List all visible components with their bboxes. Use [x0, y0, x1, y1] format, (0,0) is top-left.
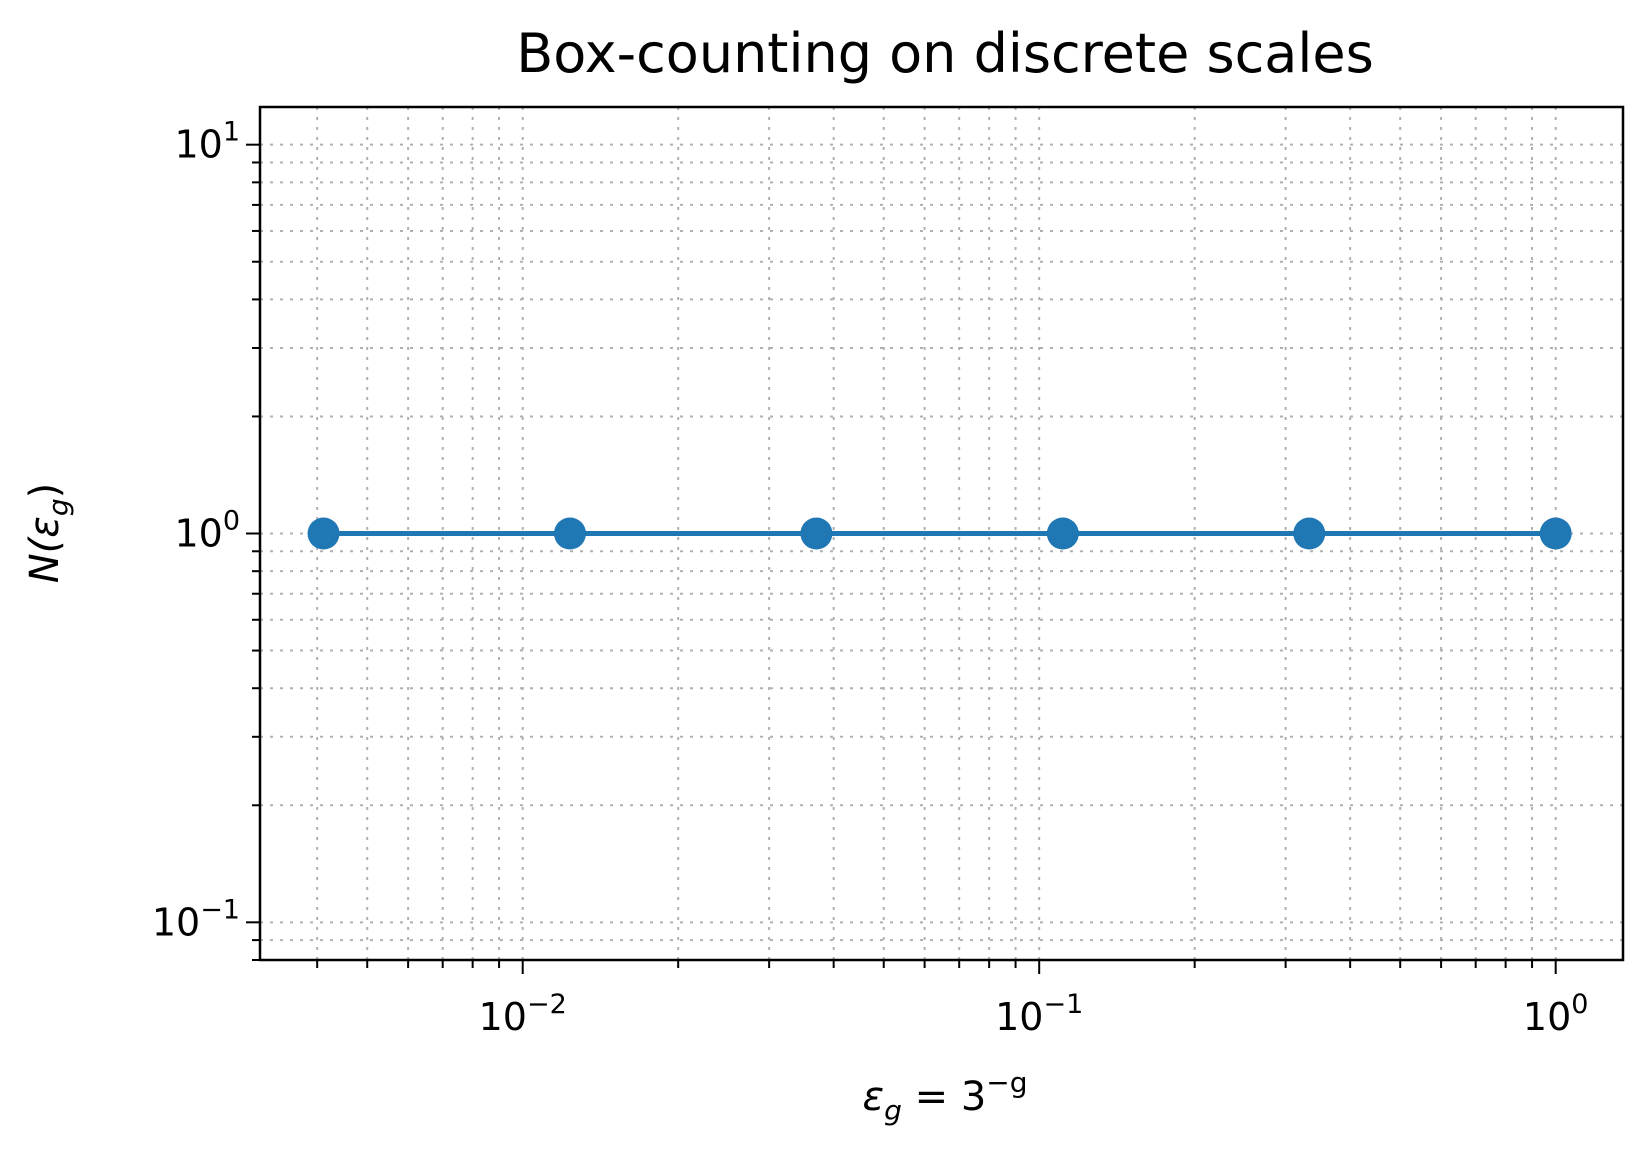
y-tick-label: 100: [174, 506, 240, 556]
data-points: [307, 517, 1572, 550]
x-tick-label: 10−1: [995, 989, 1083, 1039]
data-point: [1293, 517, 1326, 550]
x-tick-label: 10−2: [479, 989, 567, 1039]
y-axis-label: N(εg): [22, 483, 75, 584]
data-point: [553, 517, 586, 550]
data-point: [1046, 517, 1079, 550]
data-point: [1539, 517, 1572, 550]
y-tick-label: 101: [174, 117, 240, 167]
y-tick-label: 10−1: [152, 894, 240, 944]
plot-frame: [258, 105, 1625, 962]
data-point: [307, 517, 340, 550]
chart-title: Box-counting on discrete scales: [516, 22, 1374, 85]
tick-marks: [246, 143, 1557, 974]
x-tick-labels: 10−2 10−1 100: [479, 989, 1589, 1039]
x-axis-label: εg = 3−g: [862, 1066, 1027, 1127]
grid: [260, 107, 1623, 961]
data-point: [800, 517, 833, 550]
x-tick-label: 100: [1523, 989, 1589, 1039]
y-tick-labels: 10−1 100 101: [152, 117, 240, 945]
